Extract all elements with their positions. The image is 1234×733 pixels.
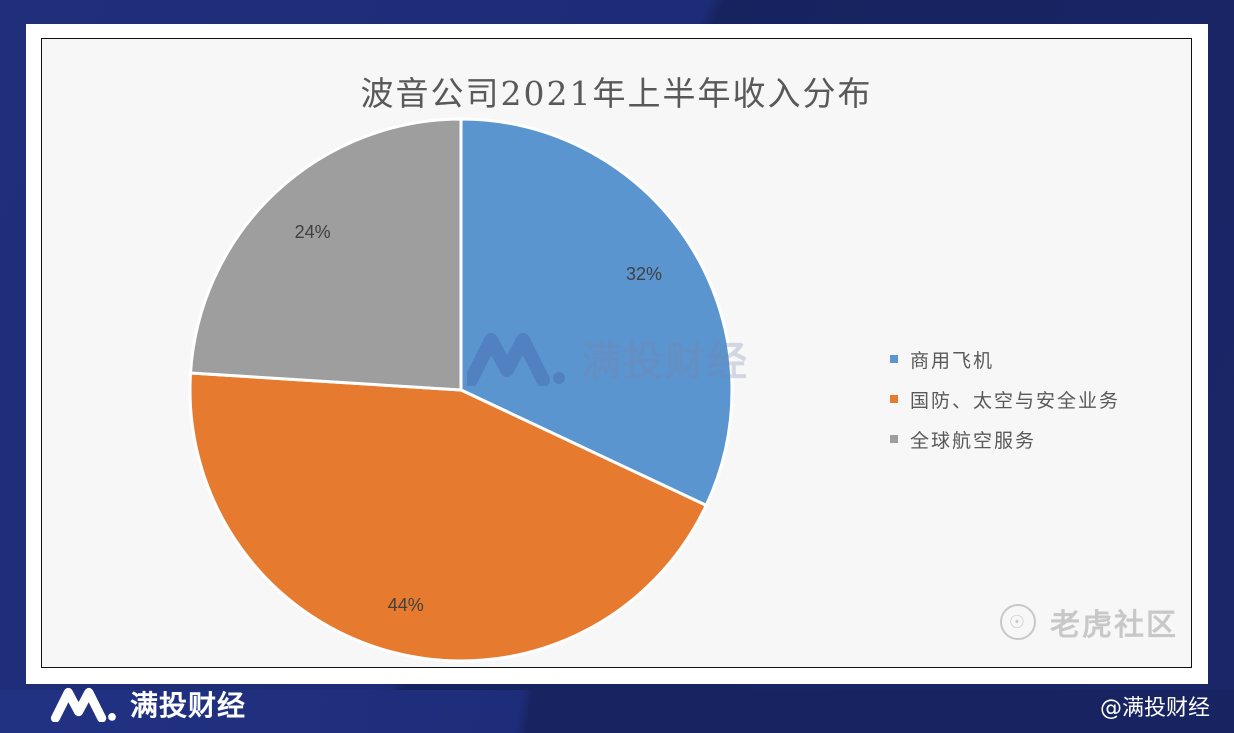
background-stripe — [0, 690, 1234, 733]
plot-area: 波音公司2021年上半年收入分布 32% 44% 24% 满投财经 商用飞机 国… — [41, 38, 1192, 668]
legend-swatch — [890, 355, 898, 363]
legend-item-services: 全球航空服务 — [890, 419, 1120, 459]
slice-defense — [188, 371, 709, 663]
footer-handle: @满投财经 — [1099, 696, 1210, 721]
footer-brand: 满投财经 — [50, 684, 246, 724]
center-watermark: 满投财经 — [467, 329, 749, 387]
slice-services — [188, 117, 463, 392]
slice-label-services: 24% — [295, 222, 331, 242]
slice-commercial — [459, 117, 734, 508]
chart-title: 波音公司2021年上半年收入分布 — [360, 74, 873, 113]
tiger-community-watermark: ☉ 老虎社区 — [1000, 600, 1178, 644]
slice-label-commercial: 32% — [626, 264, 662, 284]
legend-swatch — [890, 395, 898, 403]
legend-item-defense: 国防、太空与安全业务 — [890, 379, 1120, 419]
pie-chart: 32% 44% 24% — [188, 117, 734, 663]
legend: 商用飞机 国防、太空与安全业务 全球航空服务 — [890, 339, 1120, 459]
tiger-logo-icon: ☉ — [1000, 604, 1036, 640]
slice-label-defense: 44% — [388, 595, 424, 615]
brand-logo-icon — [467, 333, 565, 386]
brand-logo-icon — [50, 687, 116, 722]
legend-swatch — [890, 435, 898, 443]
legend-item-commercial: 商用飞机 — [890, 339, 1120, 379]
